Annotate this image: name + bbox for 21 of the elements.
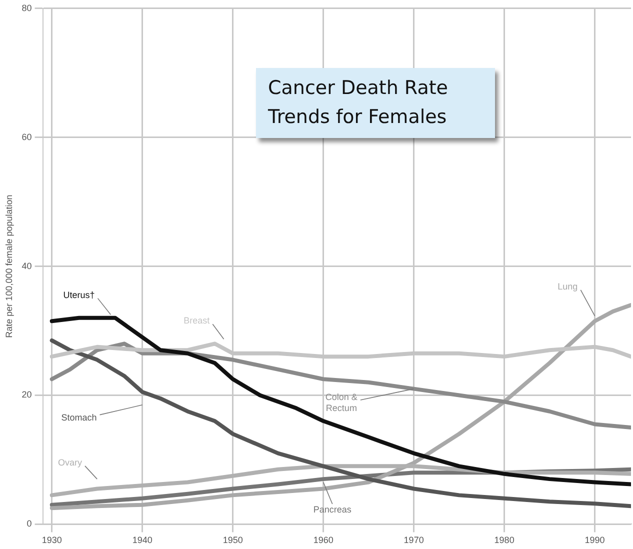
x-tick-label: 1930 <box>42 535 62 546</box>
series-label: Colon & Rectum <box>325 392 358 413</box>
y-tick-label: 20 <box>22 390 32 400</box>
text: Ovary <box>58 457 82 468</box>
x-tick-label: 1970 <box>404 535 424 546</box>
y-tick-label: 80 <box>22 2 32 13</box>
y-axis-title: Rate per 100,000 female population <box>4 194 14 338</box>
text: Pancreas <box>313 504 352 514</box>
x-tick-label: 1950 <box>222 535 243 546</box>
y-tick-label: 0 <box>26 518 32 529</box>
x-tick-label: 1980 <box>494 535 514 546</box>
text: Cancer Death Rate Trends for Females <box>256 68 495 138</box>
y-tick-label: 40 <box>22 260 32 271</box>
text: Stomach <box>61 412 97 422</box>
text: Lung <box>558 281 578 292</box>
y-tick-label: 60 <box>22 132 32 142</box>
text: Breast <box>184 316 210 326</box>
x-tick-label: 1940 <box>132 535 152 546</box>
x-tick-label: 1960 <box>313 535 334 546</box>
x-tick-label: 1990 <box>584 535 605 546</box>
text: Uterus† <box>63 290 95 300</box>
